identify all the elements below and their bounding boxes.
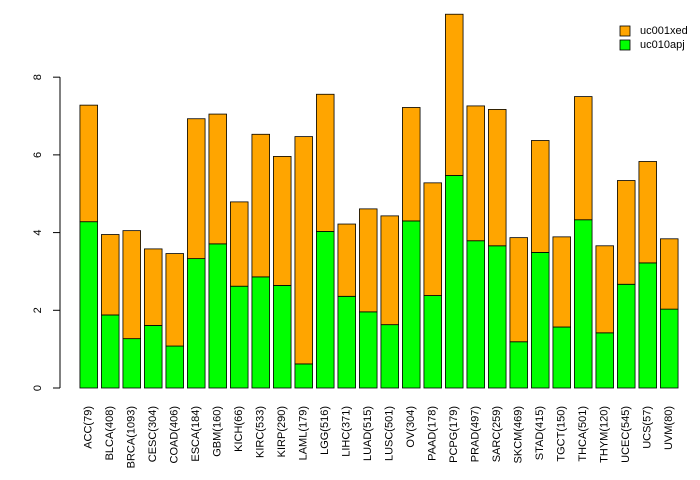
x-tick-label: LGG(516): [319, 406, 331, 455]
bar-segment-uc010apj: [380, 324, 399, 389]
bar-segment-uc010apj: [488, 245, 507, 389]
bar-segment-uc001xed: [230, 201, 249, 287]
bar-segment-uc001xed: [316, 93, 335, 232]
bar-segment-uc010apj: [660, 308, 679, 389]
bar-segment-uc001xed: [488, 109, 507, 247]
bar-segment-uc010apj: [208, 243, 227, 389]
bar-segment-uc001xed: [79, 104, 98, 223]
x-tick-label: UVM(80): [663, 406, 675, 450]
bar-segment-uc010apj: [251, 276, 270, 389]
bar-segment-uc001xed: [402, 107, 421, 222]
bar-segment-uc001xed: [144, 248, 163, 326]
x-tick-label: SKCM(469): [513, 406, 525, 463]
x-tick-label: BLCA(408): [104, 406, 116, 460]
bar-segment-uc001xed: [359, 208, 378, 313]
bar-segment-uc010apj: [509, 341, 528, 389]
x-tick-label: CESC(304): [147, 406, 159, 462]
y-tick-label: 4: [32, 230, 44, 236]
bar-segment-uc010apj: [552, 326, 571, 389]
x-tick-label: LUSC(501): [384, 406, 396, 461]
x-tick-label: PRAD(497): [470, 406, 482, 462]
bar-segment-uc010apj: [187, 258, 206, 389]
bar-segment-uc010apj: [273, 285, 292, 389]
bar-segment-uc010apj: [359, 311, 378, 389]
x-tick-label: KIRP(290): [276, 406, 288, 457]
x-tick-label: LAML(179): [298, 406, 310, 460]
y-axis: 0 2 4 6 8: [32, 74, 61, 391]
bar-segment-uc010apj: [531, 251, 550, 389]
y-tick-label: 2: [32, 307, 44, 313]
x-tick-label: KICH(66): [233, 406, 245, 452]
bar-segment-uc010apj: [337, 295, 356, 389]
x-tick-label: UCS(57): [642, 406, 654, 449]
x-tick-label: ACC(79): [83, 406, 95, 449]
bar-segment-uc001xed: [294, 136, 313, 365]
bar-segment-uc001xed: [595, 245, 614, 334]
legend-label: uc001xed: [640, 25, 688, 37]
bar-segment-uc001xed: [509, 237, 528, 343]
bar-segment-uc001xed: [531, 140, 550, 253]
bar-segment-uc010apj: [423, 295, 442, 389]
x-tick-label: COAD(406): [169, 406, 181, 463]
bar-segment-uc010apj: [79, 221, 98, 389]
y-tick-label: 0: [32, 385, 44, 391]
bar-segment-uc001xed: [187, 118, 206, 260]
bar-segment-uc010apj: [466, 240, 485, 389]
bar-segment-uc010apj: [595, 332, 614, 389]
x-tick-label: THYM(120): [599, 406, 611, 463]
bar-segment-uc010apj: [617, 283, 636, 389]
bar-segment-uc001xed: [660, 238, 679, 310]
bar-segment-uc001xed: [165, 253, 184, 347]
x-tick-label: UCEC(545): [620, 406, 632, 463]
bar-segment-uc001xed: [574, 96, 593, 221]
bar-segment-uc001xed: [638, 161, 657, 264]
x-tick-label: ESCA(184): [190, 406, 202, 462]
bar-segment-uc001xed: [552, 236, 571, 328]
x-tick-label: GBM(160): [212, 406, 224, 457]
bar-segment-uc010apj: [316, 231, 335, 389]
bar-segment-uc001xed: [337, 223, 356, 297]
bar-segment-uc010apj: [638, 262, 657, 389]
bar-segment-uc001xed: [466, 105, 485, 242]
x-tick-label: PAAD(178): [427, 406, 439, 461]
bar-segment-uc010apj: [294, 363, 313, 389]
bar-segment-uc010apj: [445, 175, 464, 389]
legend-swatch: [619, 39, 631, 51]
bar-segment-uc001xed: [208, 113, 227, 245]
bar-segment-uc010apj: [101, 314, 120, 389]
bar-segment-uc001xed: [380, 215, 399, 326]
y-tick-label: 8: [32, 74, 44, 80]
bar-segment-uc001xed: [251, 133, 270, 278]
bar-segment-uc010apj: [574, 219, 593, 389]
bar-segment-uc001xed: [617, 180, 636, 285]
x-tick-label: LIHC(371): [341, 406, 353, 457]
x-tick-label: LUAD(515): [362, 406, 374, 461]
bar-segment-uc010apj: [230, 285, 249, 389]
bar-segment-uc001xed: [101, 234, 120, 316]
x-tick-label: SARC(259): [491, 406, 503, 462]
x-tick-label: PCPG(179): [448, 406, 460, 463]
x-tick-label: TGCT(150): [556, 406, 568, 462]
legend: uc001xed uc010apj: [619, 25, 688, 51]
x-tick-label: KIRC(533): [255, 406, 267, 458]
bar-segment-uc010apj: [402, 220, 421, 389]
bar-segment-uc001xed: [122, 230, 141, 340]
bar-segment-uc010apj: [144, 325, 163, 389]
bar-segment-uc010apj: [165, 345, 184, 389]
bar-segment-uc010apj: [122, 338, 141, 389]
bars-group: [79, 13, 679, 389]
x-axis-labels: ACC(79) BLCA(408) BRCA(1093) CESC(304) COAD(…: [83, 406, 676, 468]
x-tick-label: THCA(501): [577, 406, 589, 462]
legend-label: uc010apj: [640, 39, 685, 51]
x-tick-label: STAD(415): [534, 406, 546, 460]
bar-segment-uc001xed: [423, 182, 442, 296]
y-tick-label: 6: [32, 152, 44, 158]
bar-segment-uc001xed: [445, 13, 464, 176]
x-tick-label: BRCA(1093): [126, 406, 138, 468]
legend-swatch: [619, 25, 631, 37]
x-tick-label: OV(304): [405, 406, 417, 448]
bar-segment-uc001xed: [273, 156, 292, 286]
